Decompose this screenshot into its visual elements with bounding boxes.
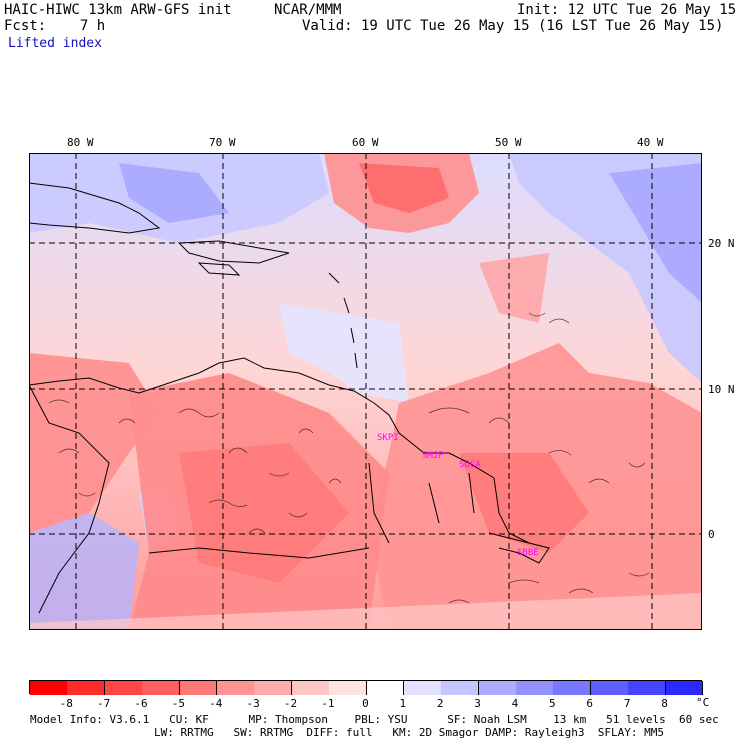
- colorbar-tick-label: -8: [59, 697, 73, 710]
- lat-tick-0: 0: [708, 528, 715, 541]
- station-label: SBBE: [517, 548, 539, 558]
- colorbar-tick-label: 4: [511, 697, 519, 710]
- lat-tick-10n: 10 N: [708, 383, 735, 396]
- colorbar-swatch: [403, 681, 442, 695]
- lon-tick-70w: 70 W: [209, 136, 236, 149]
- colorbar-swatch: [590, 681, 629, 695]
- station-label: SMJP: [422, 451, 444, 461]
- lifted-index-map: SKPI SMJP SOCA SBBE: [29, 153, 702, 630]
- coastlines: [29, 182, 550, 614]
- colorbar-swatch: [516, 681, 554, 695]
- colorbar-tick-label: -4: [209, 697, 223, 710]
- colorbar-tick-label: -7: [96, 697, 111, 710]
- map-canvas: SKPI SMJP SOCA SBBE: [29, 153, 702, 630]
- model-title: HAIC-HIWC 13km ARW-GFS init: [4, 2, 232, 18]
- colorbar-unit: °C: [696, 696, 710, 709]
- lat-tick-20n: 20 N: [708, 237, 735, 250]
- colorbar-tick-label: 5: [549, 697, 556, 710]
- lon-tick-80w: 80 W: [67, 136, 94, 149]
- colorbar-tick-label: -2: [283, 697, 298, 710]
- model-info-line1: Model Info: V3.6.1 CU: KF MP: Thompson P…: [30, 713, 719, 726]
- init-time: Init: 12 UTC Tue 26 May 15: [517, 2, 737, 18]
- colorbar-tick-label: 1: [399, 697, 407, 710]
- colorbar-swatch: [216, 681, 255, 695]
- colorbar-swatch: [104, 681, 143, 695]
- colorbar-swatch: [366, 681, 405, 695]
- colorbar-tick-label: -3: [246, 697, 260, 710]
- unstable-areas: [29, 153, 702, 630]
- li-contours: [48, 312, 650, 604]
- colorbar-tick-label: 2: [436, 697, 444, 710]
- field-name: Lifted index: [8, 36, 102, 51]
- org-label: NCAR/MMM: [274, 2, 342, 18]
- colorbar-tick-label: 0: [362, 697, 369, 710]
- valid-time: Valid: 19 UTC Tue 26 May 15 (16 LST Tue …: [302, 18, 724, 34]
- station-label: SOCA: [459, 460, 481, 470]
- map-frame: [29, 153, 702, 630]
- stations: SKPI SMJP SOCA SBBE: [377, 433, 539, 558]
- colorbar-swatch: [67, 681, 106, 695]
- colorbar-swatch: [291, 681, 330, 695]
- colorbar-swatch: [665, 681, 704, 695]
- colorbar-swatch: [254, 681, 293, 695]
- colorbar-swatch: [441, 681, 480, 695]
- colorbar: [29, 680, 704, 695]
- colorbar-tick-label: 8: [661, 697, 668, 710]
- colorbar-tick-label: 3: [474, 697, 481, 710]
- colorbar-tick-label: -6: [134, 697, 148, 710]
- colorbar-swatch: [478, 681, 517, 695]
- colorbar-tick-label: 7: [623, 697, 631, 710]
- model-info-line2: LW: RRTMG SW: RRTMG DIFF: full KM: 2D Sm…: [154, 726, 664, 739]
- colorbar-swatch: [553, 681, 592, 695]
- station-label: SKPI: [377, 433, 399, 443]
- colorbar-swatch: [179, 681, 218, 695]
- forecast-hour: Fcst: 7 h: [4, 18, 106, 34]
- lon-tick-60w: 60 W: [352, 136, 379, 149]
- colorbar-swatch: [142, 681, 181, 695]
- lon-tick-50w: 50 W: [495, 136, 522, 149]
- colorbar-swatch: [30, 681, 68, 695]
- lon-tick-40w: 40 W: [637, 136, 664, 149]
- colorbar-swatch: [628, 681, 667, 695]
- graticule: [29, 153, 702, 630]
- colorbar-tick-label: -5: [171, 697, 185, 710]
- colorbar-tick-label: -1: [321, 697, 335, 710]
- colorbar-tick-label: 6: [586, 697, 594, 710]
- colorbar-swatch: [329, 681, 367, 695]
